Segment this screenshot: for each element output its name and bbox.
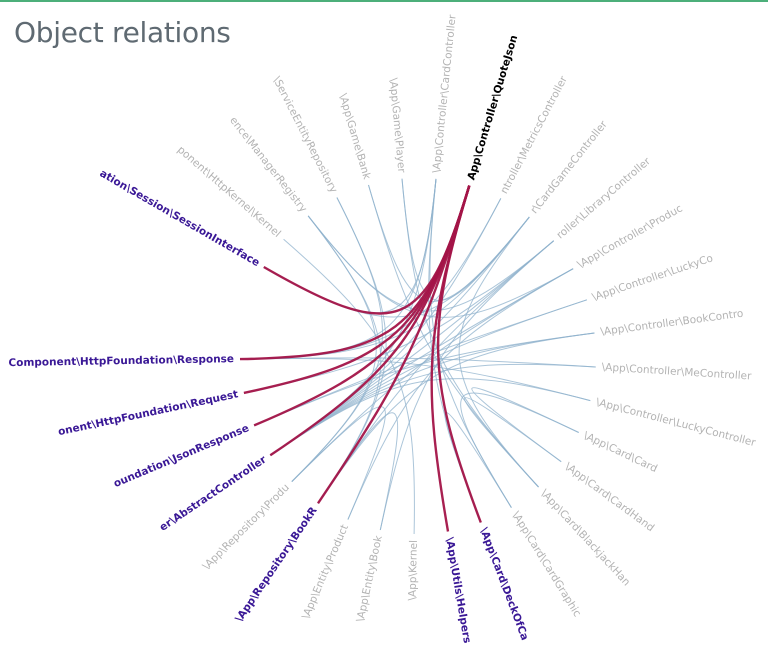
node-label-deck-of-cards[interactable]: \App\Card\DeckOfCa — [477, 526, 530, 642]
link-quote-json-to-json-response — [253, 185, 471, 427]
link-card-game-controller-to-session-interface — [263, 216, 530, 318]
page-title: Object relations — [14, 16, 231, 49]
link-product-controller-to-entity-product — [347, 268, 574, 520]
link-entity-product-to-repo-product — [291, 406, 386, 520]
node-label-card-card[interactable]: \App\Card\Card — [582, 430, 660, 475]
links-layer — [239, 178, 596, 535]
node-label-lucky-co[interactable]: \App\Controller\LuckyCo — [591, 252, 715, 303]
node-label-http-request[interactable]: onent\HttpFoundation\Request — [57, 388, 239, 438]
link-lucky-controller-to-http-response — [239, 358, 591, 402]
link-card-hand-to-card-card — [471, 387, 579, 463]
top-accent-border — [0, 0, 768, 2]
link-entity-book-to-repo-book — [317, 412, 399, 531]
link-blackjack-hand-to-card-hand — [464, 397, 562, 488]
node-label-quote-json[interactable]: App\Controller\QuoteJson — [465, 34, 520, 182]
link-quote-json-to-deck-of-cards — [436, 185, 482, 523]
node-label-kernel[interactable]: \App\Kernel — [407, 540, 420, 601]
node-label-utils-helpers[interactable]: \App\Utils\Helpers — [443, 536, 473, 644]
link-deck-of-cards-to-card-graphic — [444, 411, 512, 523]
link-card-graphic-to-card-card — [460, 392, 579, 508]
node-label-me-controller[interactable]: \App\Controller\MeController — [601, 361, 752, 382]
node-label-lucky-controller[interactable]: \App\Controller\LuckyController — [595, 396, 758, 449]
link-repo-product-to-manager-registry — [291, 215, 377, 482]
node-label-game-bank[interactable]: \App\Game\Bank — [336, 92, 372, 181]
link-lucky-controller-to-abstract-controller — [270, 378, 591, 456]
node-label-card-controller[interactable]: \App\Controller\CardController — [431, 13, 459, 173]
link-book-controller-to-json-response — [253, 332, 595, 426]
node-label-game-player[interactable]: \App\Game\Player — [387, 77, 408, 173]
node-label-session-interface[interactable]: ation\Session\SessionInterface — [97, 167, 261, 269]
node-label-entity-product[interactable]: \App\Entity\Product — [300, 523, 351, 621]
node-label-entity-book[interactable]: \App\Entity\Book — [355, 534, 386, 623]
node-label-http-response[interactable]: Component\HttpFoundation\Response — [8, 353, 234, 369]
link-game-player-to-blackjack-hand — [401, 178, 539, 488]
node-label-book-controller[interactable]: \App\Controller\BookContro — [600, 308, 744, 339]
link-kernel-to-http-kernel — [283, 238, 415, 535]
link-lucky-co-to-json-response — [253, 299, 588, 426]
